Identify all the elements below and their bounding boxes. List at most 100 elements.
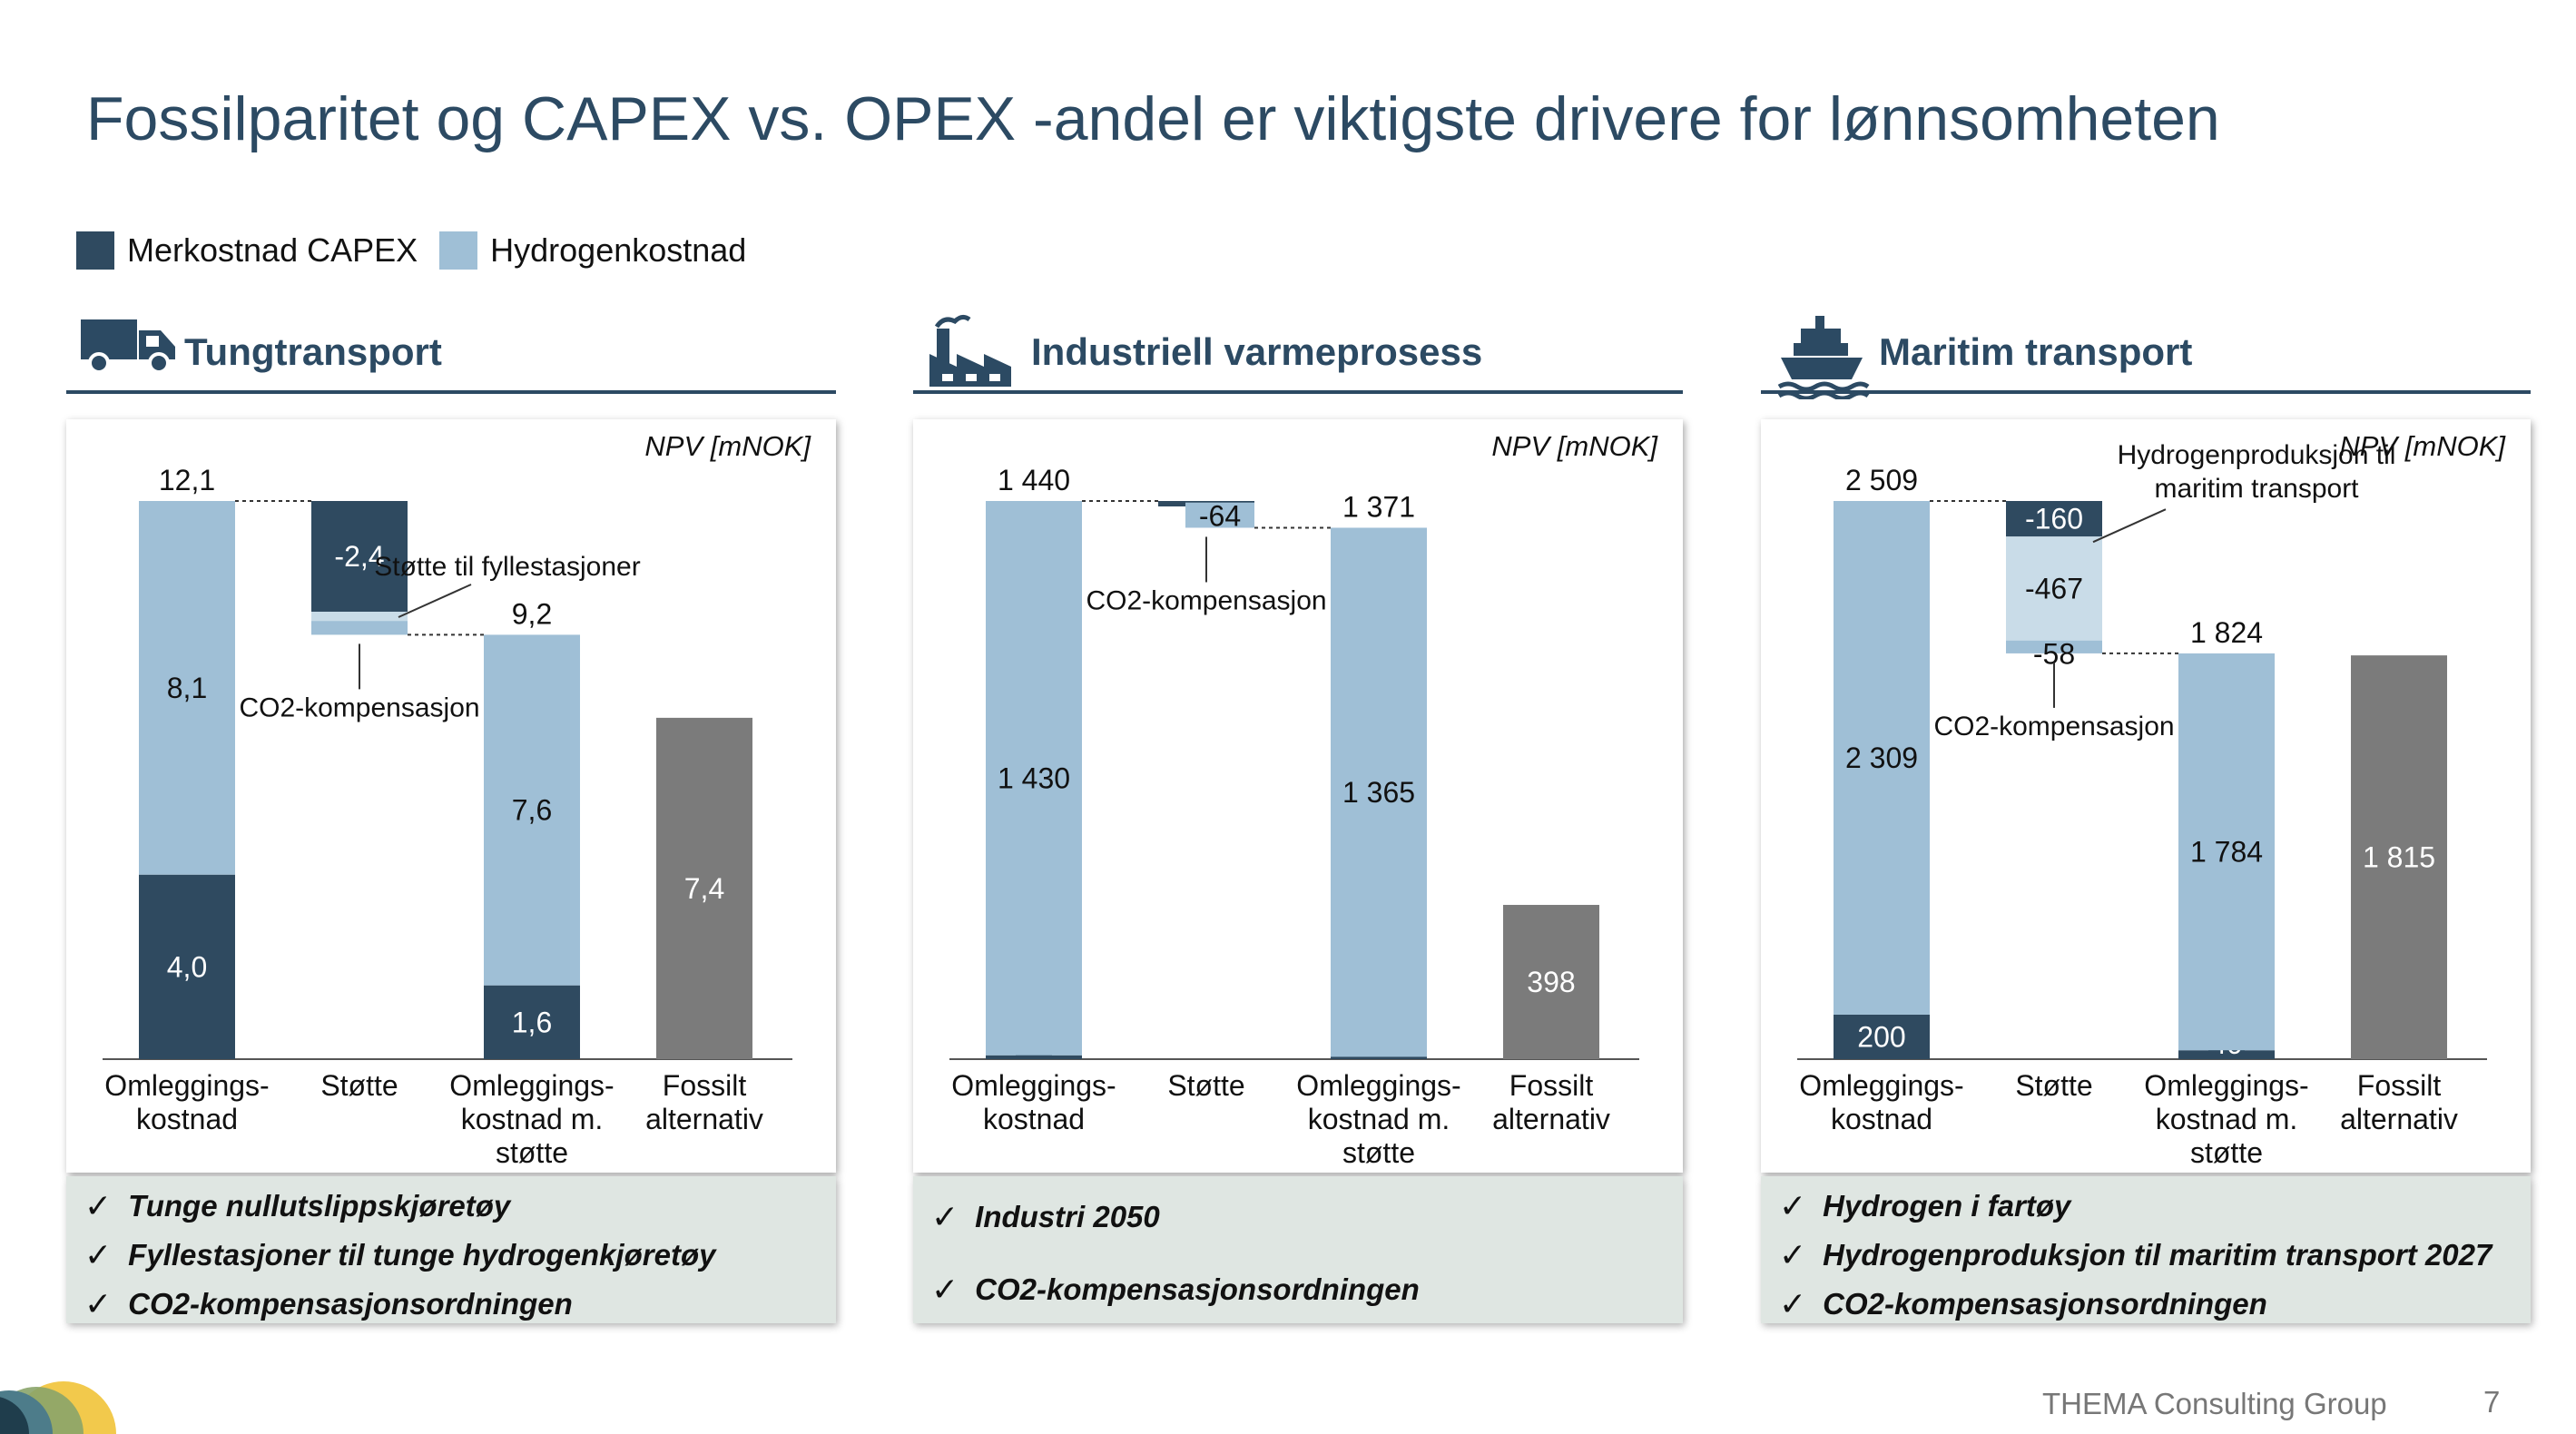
bar-segment-hydrogen [139, 501, 235, 875]
category-label: alternativ [645, 1103, 763, 1135]
check-icon: ✓ [1779, 1187, 1807, 1224]
annotation-leader [398, 584, 472, 618]
panel-title: Tungtransport [184, 330, 442, 373]
category-label: Omleggings- [104, 1069, 269, 1102]
category-label: Støtte [320, 1069, 398, 1102]
chart-svg: NPV [mNOK] 200 2 309 2 509 Omleggings-kostna… [1797, 430, 2506, 1169]
category-label: alternativ [2340, 1103, 2458, 1135]
category-label: kostnad [136, 1103, 238, 1135]
panel-title: Industriell varmeprosess [1031, 330, 1483, 373]
bar-segment-fossil [2351, 655, 2447, 1059]
check-icon: ✓ [931, 1271, 959, 1308]
note-item: ✓ Hydrogenproduksjon til maritim transpor… [1779, 1236, 2492, 1273]
footer-company: THEMA Consulting Group [2042, 1387, 2387, 1420]
panel-title: Maritim transport [1879, 330, 2193, 373]
bar-segment-capex [139, 874, 235, 1059]
category-label: Fossilt [663, 1069, 747, 1102]
note-item: ✓ Industri 2050 [931, 1198, 1160, 1235]
data-label: 1 430 [998, 761, 1070, 794]
legend-label-capex: Merkostnad CAPEX [127, 231, 418, 269]
category-label: Omleggings- [951, 1069, 1116, 1102]
category-label: Omleggings- [1799, 1069, 1963, 1102]
chart-maritim: NPV [mNOK] 200 2 309 2 509 Omleggings-kostna… [1761, 419, 2531, 1173]
data-label: 1 365 [1342, 776, 1415, 809]
waterfall-segment-hydrogen [311, 621, 408, 635]
data-label: 8,1 [167, 672, 207, 704]
chart-svg: NPV [mNOK] 4,0 8,1 12,1 Omleggings-kostnad -2… [103, 430, 811, 1169]
category-label: Støtte [1167, 1069, 1244, 1102]
note-item: ✓ CO2-kompensasjonsordningen [84, 1285, 573, 1322]
waterfall-segment-support_light [2006, 536, 2102, 641]
chart-tungtransport: NPV [mNOK] 4,0 8,1 12,1 Omleggings-kostnad -2… [66, 419, 836, 1173]
category-label: Støtte [2015, 1069, 2092, 1102]
total-label: 12,1 [159, 464, 215, 496]
category-label: kostnad [983, 1103, 1085, 1135]
bar-segment-capex [1834, 1014, 1930, 1059]
waterfall-segment-capex [311, 501, 408, 612]
bar-segment-capex [1331, 1056, 1427, 1059]
panel-header-industri: Industriell varmeprosess [913, 290, 1683, 394]
bar-segment-hydrogen [986, 501, 1082, 1056]
notes-tungtransport: ✓ Tunge nullutslippskjøretøy ✓ Fyllestasjo… [66, 1176, 836, 1323]
company-logo [0, 1381, 116, 1434]
annotation-label: CO2-kompensasjon [1086, 585, 1326, 615]
bar-segment-hydrogen [1331, 527, 1427, 1057]
check-icon: ✓ [84, 1187, 113, 1224]
check-icon: ✓ [84, 1285, 113, 1322]
check-icon: ✓ [931, 1198, 959, 1235]
data-label: 1,6 [512, 1006, 552, 1038]
category-label: Fossilt [2357, 1069, 2442, 1102]
category-label: støtte [496, 1136, 568, 1169]
category-label: støtte [1342, 1136, 1415, 1169]
category-label: Fossilt [1509, 1069, 1594, 1102]
page-number: 7 [2483, 1385, 2501, 1419]
category-label: kostnad [1831, 1103, 1932, 1135]
note-item: ✓ Tunge nullutslippskjøretøy [84, 1187, 511, 1224]
ship-icon [1777, 316, 1870, 399]
panel-header-tungtransport: Tungtransport [66, 290, 836, 394]
data-label: 7,4 [684, 872, 724, 905]
total-label: 1 440 [998, 464, 1070, 496]
legend-swatch-capex [76, 231, 114, 270]
legend-swatch-hydrogen [439, 231, 478, 270]
data-label: 2 309 [1845, 742, 1918, 774]
data-label: 1 815 [2363, 841, 2435, 874]
bar-segment-hydrogen [484, 634, 580, 986]
annotation-label: Hydrogenproduksjon til [2118, 440, 2396, 470]
legend-item-hydrogen: Hydrogenkostnad [439, 231, 746, 270]
note-item: ✓ CO2-kompensasjonsordningen [1779, 1285, 2267, 1322]
data-label: 1 784 [2190, 836, 2263, 869]
check-icon: ✓ [84, 1236, 113, 1273]
data-label: 4,0 [167, 950, 207, 983]
total-label: 9,2 [512, 597, 552, 630]
check-icon: ✓ [1779, 1285, 1807, 1322]
note-item: ✓ Fyllestasjoner til tunge hydrogenkjøret… [84, 1236, 716, 1273]
unit-label: NPV [mNOK] [1491, 430, 1658, 462]
category-label: kostnad m. [1308, 1103, 1450, 1135]
total-label: 1 371 [1342, 490, 1415, 523]
note-item: ✓ CO2-kompensasjonsordningen [931, 1271, 1420, 1308]
unit-label: NPV [mNOK] [644, 430, 811, 462]
annotation-label: CO2-kompensasjon [1933, 712, 2174, 742]
waterfall-segment-hydrogen [1185, 502, 1254, 528]
legend: Merkostnad CAPEX Hydrogenkostnad [76, 231, 768, 270]
data-label: 7,6 [512, 794, 552, 827]
total-label: 2 509 [1845, 464, 1918, 496]
notes-maritim: ✓ Hydrogen i fartøy ✓ Hydrogenproduksjon t… [1761, 1176, 2531, 1323]
bar-segment-fossil [1503, 905, 1599, 1059]
category-label: Omleggings- [1296, 1069, 1460, 1102]
category-label: Omleggings- [2144, 1069, 2308, 1102]
category-label: kostnad m. [461, 1103, 604, 1135]
data-label: -2,4 [334, 540, 384, 573]
check-icon: ✓ [1779, 1236, 1807, 1273]
notes-industri: ✓ Industri 2050 ✓ CO2-kompensasjonsordning… [913, 1176, 1683, 1323]
annotation-leader [2092, 508, 2167, 544]
bar-segment-hydrogen [2178, 653, 2275, 1051]
data-label: -64 [1199, 500, 1241, 533]
category-label: støtte [2190, 1136, 2263, 1169]
data-label: 200 [1857, 1020, 1905, 1053]
category-label: kostnad m. [2156, 1103, 2298, 1135]
waterfall-segment-hydrogen [2006, 640, 2102, 653]
